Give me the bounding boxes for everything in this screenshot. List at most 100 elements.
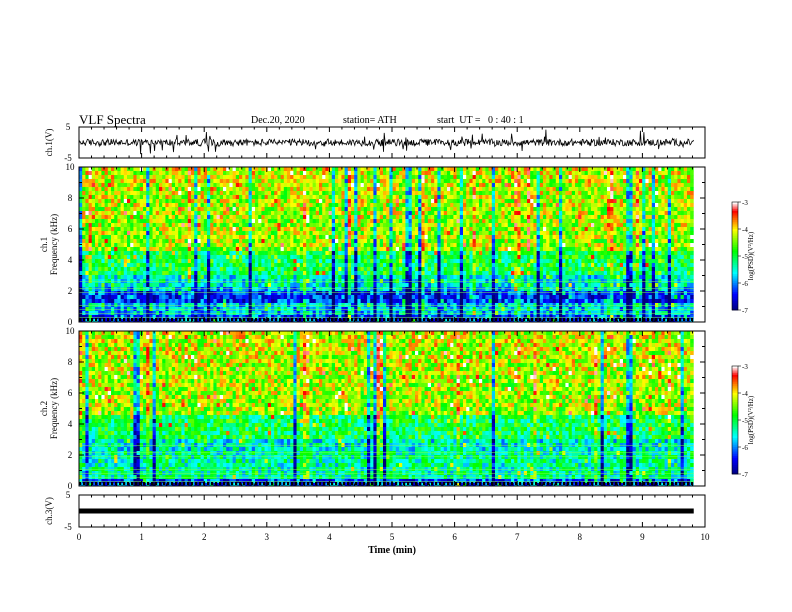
spectrogram-cell: [440, 271, 445, 276]
spectrogram-cell: [194, 199, 198, 204]
spectrogram-cell: [306, 279, 310, 284]
spectrogram-cell: [197, 223, 201, 228]
spectrogram-cell: [479, 235, 483, 240]
spectrogram-cell: [104, 243, 109, 248]
spectrogram-cell: [223, 255, 227, 260]
spectrogram-cell: [296, 291, 301, 296]
spectrogram-cell: [360, 299, 365, 304]
spectrogram-cell: [123, 275, 128, 280]
spectrogram-cell: [309, 303, 313, 308]
spectrogram-cell: [136, 307, 141, 312]
spectrogram-cell: [328, 319, 333, 323]
spectrogram-cell: [315, 223, 320, 228]
spectrogram-cell: [303, 279, 307, 284]
spectrogram-cell: [107, 279, 112, 284]
spectrogram-cell: [203, 171, 208, 176]
spectrogram-cell: [159, 183, 163, 188]
spectrogram-cell: [360, 263, 365, 268]
spectrogram-cell: [248, 319, 253, 323]
spectrogram-cell: [242, 235, 246, 240]
spectrogram-cell: [463, 243, 467, 248]
spectrogram-cell: [104, 255, 109, 260]
spectrogram-cell: [226, 279, 230, 284]
spectrogram-cell: [149, 183, 153, 188]
spectrogram-cell: [399, 223, 403, 228]
spectrogram-cell: [255, 255, 259, 260]
spectrogram-cell: [213, 179, 217, 184]
spectrogram-cell: [472, 179, 477, 184]
spectrogram-cell: [255, 199, 259, 204]
spectrogram-cell: [415, 239, 419, 244]
spectrogram-cell: [443, 207, 448, 212]
spectrogram-cell: [117, 263, 121, 268]
spectrogram-cell: [178, 275, 182, 280]
spectrogram-cell: [242, 199, 246, 204]
spectrogram-cell: [229, 183, 233, 188]
spectrogram-cell: [325, 179, 329, 184]
spectrogram-cell: [338, 203, 342, 208]
spectrogram-cell: [255, 279, 259, 284]
spectrogram-cell: [159, 191, 163, 196]
spectrogram-cell: [229, 299, 233, 304]
spectrogram-cell: [239, 299, 243, 304]
spectrogram-cell: [335, 275, 339, 280]
spectrogram-cell: [258, 267, 262, 272]
spectrogram-cell: [91, 167, 96, 172]
spectrogram-cell: [95, 291, 99, 296]
spectrogram-cell: [255, 287, 259, 292]
spectrogram-cell: [363, 275, 368, 280]
spectrogram-cell: [123, 251, 128, 256]
spectrogram-cell: [111, 267, 115, 272]
spectrogram-cell: [175, 243, 179, 248]
spectrogram-cell: [399, 171, 403, 176]
spectrogram-cell: [370, 203, 374, 208]
spectrogram-cell: [306, 239, 310, 244]
spectrogram-cell: [226, 227, 230, 232]
spectrogram-cell: [443, 271, 448, 276]
spectrogram-cell: [98, 275, 102, 280]
spectrogram-cell: [88, 207, 93, 212]
spectrogram-cell: [421, 223, 425, 228]
spectrogram-cell: [315, 319, 320, 323]
spectrogram-cell: [402, 303, 406, 308]
spectrogram-cell: [459, 167, 464, 172]
spectrogram-cell: [239, 303, 243, 308]
spectrogram-cell: [258, 195, 262, 200]
spectrogram-cell: [453, 251, 457, 256]
spectrogram-cell: [351, 171, 355, 176]
spectrogram-cell: [200, 267, 205, 272]
spectrogram-cell: [447, 183, 451, 188]
spectrogram-cell: [175, 255, 179, 260]
spectrogram-cell: [367, 219, 371, 224]
spectrogram-cell: [139, 227, 144, 232]
spectrogram-cell: [376, 287, 381, 292]
spectrogram-cell: [264, 291, 269, 296]
spectrogram-cell: [402, 251, 406, 256]
spectrogram-cell: [472, 243, 477, 248]
spectrogram-cell: [98, 223, 102, 228]
spectrogram-cell: [408, 251, 413, 256]
spectrogram-cell: [111, 307, 115, 312]
spectrogram-cell: [299, 251, 304, 256]
spectrogram-cell: [376, 243, 381, 248]
spectrogram-cell: [152, 247, 157, 252]
spectrogram-cell: [101, 267, 105, 272]
spectrogram-cell: [303, 187, 307, 192]
spectrogram-cell: [181, 223, 185, 228]
spectrogram-cell: [152, 271, 157, 276]
spectrogram-cell: [274, 227, 278, 232]
spectrogram-cell: [357, 287, 361, 292]
spectrogram-cell: [322, 279, 326, 284]
spectrogram-cell: [210, 291, 214, 296]
spectrogram-cell: [226, 311, 230, 316]
spectrogram-cell: [357, 179, 361, 184]
spectrogram-cell: [184, 255, 189, 260]
spectrogram-cell: [171, 307, 176, 312]
spectrogram-cell: [178, 287, 182, 292]
spectrogram-cell: [229, 243, 233, 248]
spectrogram-cell: [136, 299, 141, 304]
spectrogram-cell: [127, 203, 131, 208]
spectrogram-cell: [223, 195, 227, 200]
spectrogram-cell: [251, 231, 256, 236]
spectrogram-cell: [111, 175, 115, 180]
